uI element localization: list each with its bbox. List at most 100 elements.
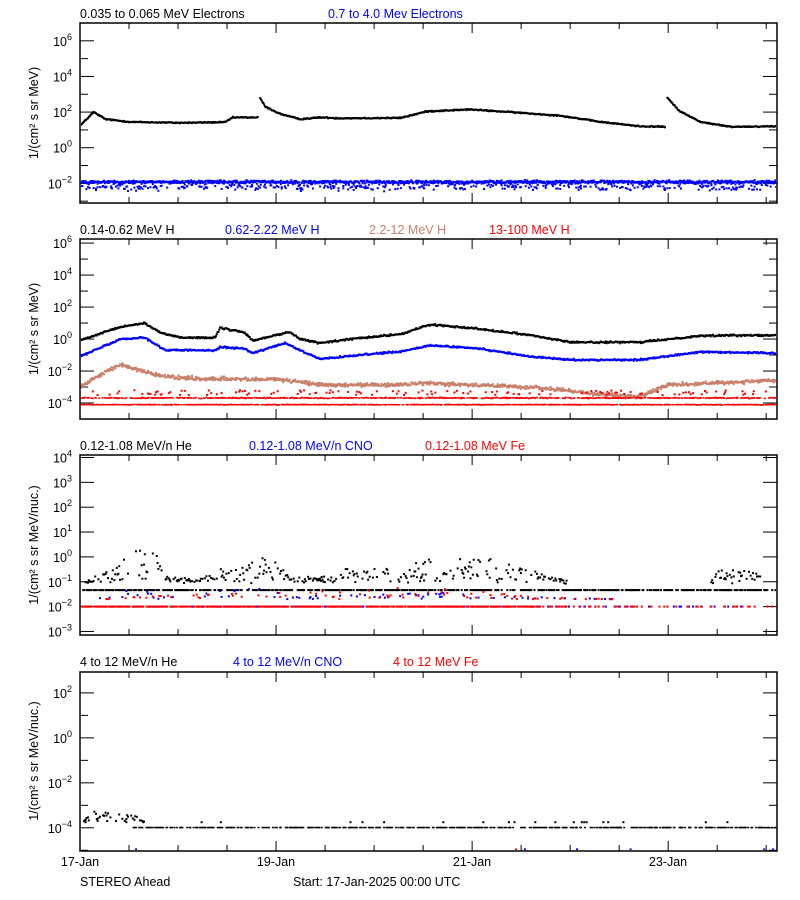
p2-0-14-0-62-mev-h-point	[243, 331, 246, 334]
p1-0-7-to-4-0-mev-electrons-point	[547, 182, 550, 185]
p2-2-2-12-mev-h-point	[163, 375, 165, 378]
p1-0-7-to-4-0-mev-electrons-point	[578, 180, 581, 183]
p2-2-2-12-mev-h-point	[175, 376, 178, 379]
p1-0-7-to-4-0-mev-electrons-point	[503, 184, 506, 187]
p2-0-14-0-62-mev-h-point	[301, 337, 304, 340]
p2-2-2-12-mev-h-point	[335, 385, 338, 388]
p1-0-7-to-4-0-mev-electrons-point	[640, 182, 642, 185]
p2-0-62-2-22-mev-h-point	[283, 341, 286, 344]
p1-0-7-to-4-0-mev-electrons-point	[423, 187, 426, 190]
p1-0-7-to-4-0-mev-electrons-point	[330, 187, 333, 190]
p1-0-7-to-4-0-mev-electrons-point	[678, 185, 681, 188]
p2-2-2-12-mev-h-point	[315, 382, 318, 385]
p2-2-2-12-mev-h-point	[344, 382, 347, 385]
p1-0-7-to-4-0-mev-electrons-point	[723, 187, 726, 190]
p2-0-14-0-62-mev-h-point	[619, 342, 622, 345]
p1-0-7-to-4-0-mev-electrons-point	[662, 185, 665, 188]
p1-0-7-to-4-0-mev-electrons-point	[374, 180, 377, 183]
p2-0-14-0-62-mev-h-point	[704, 335, 706, 338]
p2-2-2-12-mev-h-point	[188, 375, 191, 378]
p2-0-62-2-22-mev-h-point	[752, 352, 754, 355]
p2-2-2-12-mev-h-point	[331, 383, 334, 385]
p1-0-7-to-4-0-mev-electrons-point	[571, 182, 574, 185]
legend-h-very-high: 13-100 MeV H	[489, 223, 570, 237]
p1-0-035-to-0-065-mev-electrons-point	[452, 109, 455, 112]
p1-0-7-to-4-0-mev-electrons-point	[432, 179, 435, 182]
p1-0-7-to-4-0-mev-electrons-point	[608, 181, 610, 184]
p1-0-7-to-4-0-mev-electrons-point	[155, 186, 157, 188]
p1-0-7-to-4-0-mev-electrons-point	[506, 184, 509, 187]
p2-0-62-2-22-mev-h-point	[675, 353, 678, 356]
p1-0-7-to-4-0-mev-electrons-point	[299, 186, 302, 189]
p1-0-7-to-4-0-mev-electrons-point	[332, 179, 335, 182]
p1-0-7-to-4-0-mev-electrons-point	[270, 184, 273, 187]
p1-0-7-to-4-0-mev-electrons-point	[357, 180, 360, 183]
p1-0-7-to-4-0-mev-electrons-point	[580, 184, 582, 187]
p1-0-7-to-4-0-mev-electrons-point	[382, 185, 385, 188]
p1-0-7-to-4-0-mev-electrons-point	[741, 185, 744, 188]
p2-0-14-0-62-mev-h-point	[248, 336, 251, 338]
p2-0-14-0-62-mev-h-point	[113, 328, 116, 331]
p1-0-7-to-4-0-mev-electrons-point	[299, 190, 302, 192]
p2-2-2-12-mev-h-point	[97, 376, 100, 379]
p1-0-7-to-4-0-mev-electrons-point	[157, 189, 160, 192]
p1-0-7-to-4-0-mev-electrons-point	[740, 182, 743, 185]
p1-0-7-to-4-0-mev-electrons-point	[96, 186, 99, 189]
p1-0-7-to-4-0-mev-electrons-point	[664, 187, 666, 190]
p1-0-7-to-4-0-mev-electrons-point	[206, 186, 209, 189]
p2-2-2-12-mev-h-point	[317, 385, 320, 388]
p1-0-7-to-4-0-mev-electrons-point	[752, 181, 755, 184]
p1-0-7-to-4-0-mev-electrons-point	[259, 186, 262, 189]
p2-2-2-12-mev-h-point	[247, 377, 250, 380]
p1-0-7-to-4-0-mev-electrons-point	[577, 188, 580, 191]
p1-0-7-to-4-0-mev-electrons-point	[556, 187, 559, 190]
p2-0-62-2-22-mev-h-point	[347, 355, 350, 358]
p2-2-2-12-mev-h-point	[288, 378, 291, 381]
p1-0-7-to-4-0-mev-electrons-point	[187, 182, 190, 185]
p1-0-7-to-4-0-mev-electrons-point	[215, 180, 217, 183]
p1-0-7-to-4-0-mev-electrons-point	[677, 181, 680, 184]
p1-0-7-to-4-0-mev-electrons-point	[344, 183, 347, 186]
p1-0-7-to-4-0-mev-electrons-point	[355, 187, 358, 190]
p1-0-7-to-4-0-mev-electrons-point	[626, 180, 629, 183]
p1-0-7-to-4-0-mev-electrons-point	[351, 185, 354, 188]
p1-0-7-to-4-0-mev-electrons-point	[405, 182, 408, 184]
p2-0-62-2-22-mev-h-point	[747, 352, 750, 355]
p1-0-7-to-4-0-mev-electrons-point	[87, 183, 90, 186]
p2-2-2-12-mev-h-point	[323, 382, 326, 385]
p1-0-7-to-4-0-mev-electrons-point	[507, 185, 510, 188]
p1-0-7-to-4-0-mev-electrons-point	[576, 181, 579, 184]
p1-0-7-to-4-0-mev-electrons-point	[205, 182, 208, 185]
p1-0-035-to-0-065-mev-electrons-point	[673, 104, 676, 107]
p1-0-7-to-4-0-mev-electrons-point	[656, 180, 658, 183]
p1-0-7-to-4-0-mev-electrons-point	[454, 183, 457, 186]
p1-0-7-to-4-0-mev-electrons-point	[399, 187, 402, 190]
p1-0-035-to-0-065-mev-electrons-point	[266, 106, 269, 109]
p1-0-7-to-4-0-mev-electrons-point	[352, 183, 355, 186]
p1-0-7-to-4-0-mev-electrons-point	[516, 183, 519, 186]
p2-0-14-0-62-mev-h-point	[756, 333, 758, 336]
p1-0-7-to-4-0-mev-electrons-point	[619, 187, 622, 189]
p1-0-7-to-4-0-mev-electrons-point	[724, 181, 727, 184]
p2-2-2-12-mev-h-point	[110, 366, 113, 369]
p1-0-7-to-4-0-mev-electrons-point	[384, 183, 387, 186]
p1-0-7-to-4-0-mev-electrons-point	[752, 180, 754, 183]
p1-0-7-to-4-0-mev-electrons-point	[652, 183, 654, 186]
p1-0-7-to-4-0-mev-electrons-point	[714, 183, 717, 186]
p1-0-7-to-4-0-mev-electrons-point	[530, 185, 533, 188]
p2-0-14-0-62-mev-h-point	[718, 333, 721, 336]
p1-0-7-to-4-0-mev-electrons-point	[284, 187, 287, 189]
p1-0-035-to-0-065-mev-electrons-point	[407, 115, 410, 118]
p2-0-62-2-22-mev-h-point	[224, 345, 227, 348]
p1-0-7-to-4-0-mev-electrons-point	[300, 182, 303, 184]
p2-0-62-2-22-mev-h-point	[167, 349, 170, 352]
p1-0-7-to-4-0-mev-electrons-point	[189, 181, 192, 183]
plot-frame	[79, 22, 778, 204]
p2-0-14-0-62-mev-h-point	[308, 339, 311, 342]
p1-0-7-to-4-0-mev-electrons-point	[767, 181, 770, 184]
p1-0-7-to-4-0-mev-electrons-point	[600, 188, 603, 191]
p1-0-7-to-4-0-mev-electrons-point	[230, 185, 233, 188]
p1-0-7-to-4-0-mev-electrons-point	[569, 180, 572, 182]
p1-0-7-to-4-0-mev-electrons-point	[432, 188, 435, 191]
p1-0-7-to-4-0-mev-electrons-point	[103, 182, 106, 185]
